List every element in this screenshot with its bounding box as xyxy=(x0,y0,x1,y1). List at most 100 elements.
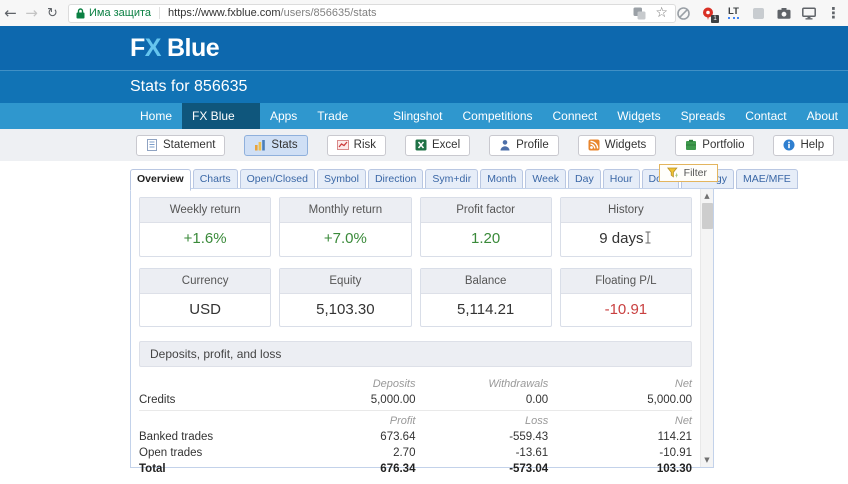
fxblue-logo[interactable]: FX Blue xyxy=(130,34,220,62)
deposits-table: Deposits Withdrawals Net Credits 5,000.0… xyxy=(139,376,692,477)
card-equity: Equity 5,103.30 xyxy=(279,268,412,327)
panel-scrollbar[interactable]: ▲ ▼ xyxy=(700,189,713,467)
risk-chart-icon xyxy=(336,140,349,150)
statement-button[interactable]: Statement xyxy=(136,134,226,156)
currency-value: USD xyxy=(189,301,221,318)
tab-open-closed[interactable]: Open/Closed xyxy=(239,169,315,189)
pin-extension-icon[interactable]: 1 xyxy=(701,6,719,23)
deposits-section-header: Deposits, profit, and loss xyxy=(139,341,692,367)
tab-week[interactable]: Week xyxy=(525,169,567,189)
url-path: /users/856635/stats xyxy=(280,7,377,19)
document-icon xyxy=(147,139,157,151)
risk-button[interactable]: Risk xyxy=(326,134,387,156)
floating-pl-value: -10.91 xyxy=(604,301,648,318)
account-toolbar: Statement Stats Risk Excel Profile xyxy=(0,129,848,161)
card-floating-pl: Floating P/L -10.91 xyxy=(559,268,692,327)
card-currency: Currency USD xyxy=(139,268,272,327)
tab-overview[interactable]: Overview xyxy=(130,169,191,191)
card-weekly-return: Weekly return +1.6% xyxy=(139,197,272,257)
extension-toolbar: 1 LT ⋮ xyxy=(676,4,848,23)
monitor-extension-icon[interactable] xyxy=(801,6,816,21)
bookmark-star-icon[interactable]: ☆ xyxy=(655,5,668,21)
table-total-row: Total 676.34 -573.04 103.30 xyxy=(139,463,692,475)
scrollbar-thumb[interactable] xyxy=(702,203,713,229)
nav-item-widgets[interactable]: Widgets xyxy=(617,109,661,123)
person-icon xyxy=(500,140,510,151)
main-nav: Home FX Blue Live Apps Trade Mirror Slin… xyxy=(0,103,848,149)
portfolio-icon xyxy=(686,139,697,150)
stats-main-area: Overview Charts Open/Closed Symbol Direc… xyxy=(130,161,798,477)
card-monthly-return: Monthly return +7.0% xyxy=(279,197,412,257)
lock-icon xyxy=(76,7,85,18)
widgets-button[interactable]: Widgets xyxy=(577,134,657,156)
nav-item-fx-blue-live[interactable]: FX Blue Live xyxy=(182,103,260,149)
browser-back-icon[interactable]: ← xyxy=(4,4,17,22)
table-row: Open trades 2.70 -13.61 -10.91 xyxy=(139,447,692,459)
browser-chrome: ← → ↻ Има защита https://www.fxblue.com/… xyxy=(0,0,848,26)
nav-item-connect[interactable]: Connect xyxy=(552,109,598,123)
table-row: Banked trades 673.64 -559.43 114.21 xyxy=(139,431,692,443)
help-button[interactable]: Help xyxy=(773,134,835,156)
tab-symbol[interactable]: Symbol xyxy=(316,169,366,189)
filter-button[interactable]: Filter xyxy=(658,164,718,182)
text-cursor xyxy=(644,231,652,248)
tab-direction[interactable]: Direction xyxy=(367,169,424,189)
equity-value: 5,103.30 xyxy=(316,301,375,318)
nav-item-home[interactable]: Home xyxy=(140,109,173,123)
info-icon xyxy=(783,139,795,151)
nav-item-competitions[interactable]: Competitions xyxy=(462,109,533,123)
stat-cards-row-2: Currency USD Equity 5,103.30 Balance 5,1… xyxy=(139,268,692,327)
rss-icon xyxy=(588,139,600,151)
tab-day[interactable]: Day xyxy=(568,169,601,189)
profile-button[interactable]: Profile xyxy=(489,134,559,156)
excel-button[interactable]: Excel xyxy=(405,134,471,156)
table-header-row: Deposits Withdrawals Net xyxy=(372,378,692,390)
security-indicator[interactable]: Има защита xyxy=(76,7,161,19)
page-title-bar: Stats for 856635 xyxy=(0,70,848,103)
languagetool-icon[interactable]: LT xyxy=(728,6,739,19)
address-bar[interactable]: Има защита https://www.fxblue.com/users/… xyxy=(68,3,676,23)
card-profit-factor: Profit factor 1.20 xyxy=(419,197,552,257)
page-title: Stats for 856635 xyxy=(130,78,248,95)
table-header-row: Profit Loss Net xyxy=(389,415,692,427)
profit-factor-value: 1.20 xyxy=(471,230,501,247)
card-balance: Balance 5,114.21 xyxy=(419,268,552,327)
balance-value: 5,114.21 xyxy=(456,301,515,318)
tab-hour[interactable]: Hour xyxy=(602,169,640,189)
stats-button[interactable]: Stats xyxy=(244,134,308,156)
tab-mae-mfe[interactable]: MAE/MFE xyxy=(735,169,798,189)
monthly-return-value: +7.0% xyxy=(323,230,367,247)
weekly-return-value: +1.6% xyxy=(183,230,227,247)
scroll-up-icon[interactable]: ▲ xyxy=(704,192,710,200)
nav-item-about[interactable]: About xyxy=(806,109,838,123)
excel-icon xyxy=(415,139,427,151)
extension-badge: 1 xyxy=(711,14,719,23)
nav-item-slingshot[interactable]: Slingshot xyxy=(393,109,443,123)
screenshot-extension-icon[interactable] xyxy=(776,6,791,21)
bar-chart-icon xyxy=(255,140,266,151)
adblock-icon[interactable] xyxy=(676,6,691,21)
history-value: 9 days xyxy=(561,223,691,256)
tab-month[interactable]: Month xyxy=(480,169,524,189)
portfolio-button[interactable]: Portfolio xyxy=(675,134,755,156)
scroll-down-icon[interactable]: ▼ xyxy=(704,456,710,464)
table-row: Credits 5,000.00 0.00 5,000.00 xyxy=(139,392,692,411)
pdf-extension-icon[interactable] xyxy=(751,6,766,21)
tab-charts[interactable]: Charts xyxy=(192,169,238,189)
browser-reload-icon[interactable]: ↻ xyxy=(47,5,58,21)
translate-icon[interactable] xyxy=(633,7,646,20)
browser-forward-icon[interactable]: → xyxy=(25,4,38,22)
filter-icon xyxy=(666,167,678,178)
nav-item-trade-mirror[interactable]: Trade Mirror xyxy=(317,109,349,149)
nav-item-contact[interactable]: Contact xyxy=(745,109,787,123)
url-text: https://www.fxblue.com/users/856635/stat… xyxy=(168,7,377,19)
overview-panel: Weekly return +1.6% Monthly return +7.0%… xyxy=(130,188,714,475)
nav-item-apps[interactable]: Apps xyxy=(269,109,298,123)
security-label: Има защита xyxy=(89,7,152,19)
browser-menu-icon[interactable]: ⋮ xyxy=(826,4,841,22)
url-host: https://www.fxblue.com xyxy=(168,7,281,19)
tab-sym-dir[interactable]: Sym+dir xyxy=(425,169,479,189)
card-history: History 9 days xyxy=(559,197,692,257)
nav-item-spreads[interactable]: Spreads xyxy=(680,109,726,123)
stat-cards-row-1: Weekly return +1.6% Monthly return +7.0%… xyxy=(139,197,692,257)
